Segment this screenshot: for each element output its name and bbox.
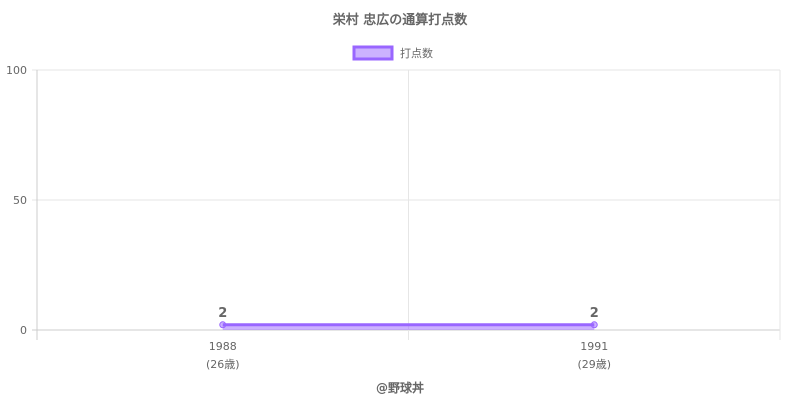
data-point: [590, 321, 598, 329]
data-label: 2: [218, 306, 227, 321]
chart-title: 栄村 忠広の通算打点数: [332, 12, 469, 28]
x-tick-sublabel: (26歳): [206, 358, 240, 371]
data-point: [219, 321, 227, 329]
legend-label[interactable]: 打点数: [400, 46, 433, 60]
footer-credit: @野球丼: [376, 380, 424, 395]
data-label: 2: [590, 306, 599, 321]
x-tick-label: 1988: [209, 340, 237, 353]
x-tick-label: 1991: [580, 340, 608, 353]
legend-swatch[interactable]: [352, 45, 394, 61]
x-tick-sublabel: (29歳): [577, 358, 611, 371]
y-tick-label: 100: [6, 64, 27, 77]
y-tick-label: 0: [20, 324, 27, 337]
y-tick-label: 50: [13, 194, 27, 207]
